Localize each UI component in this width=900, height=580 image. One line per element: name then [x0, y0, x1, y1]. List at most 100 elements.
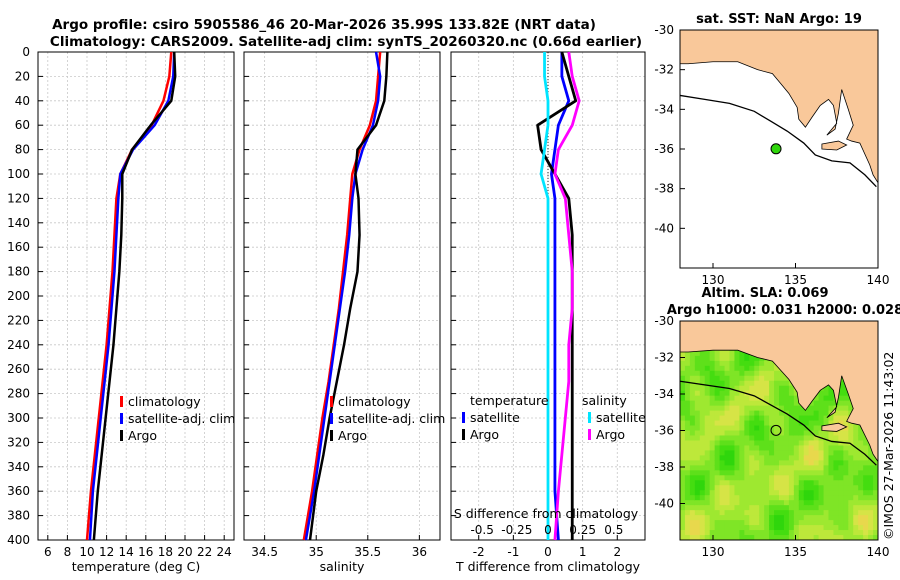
sla-cell	[729, 470, 736, 476]
sla-cell	[808, 460, 815, 466]
sla-cell	[813, 410, 820, 417]
sla-cell	[744, 420, 750, 427]
sla-cell	[754, 470, 760, 476]
sla-cell	[719, 430, 726, 437]
y-tick-label: 400	[7, 533, 30, 547]
sla-cell	[853, 535, 859, 540]
legend-swatch	[330, 413, 333, 424]
sla-cell	[818, 390, 825, 397]
sla-cell	[808, 455, 815, 461]
sla-cell	[823, 530, 830, 536]
sla-cell	[783, 455, 790, 461]
sla-cell	[734, 360, 740, 367]
sla-cell	[719, 425, 726, 432]
sla-cell	[774, 370, 780, 377]
sla-cell	[699, 355, 706, 362]
sla-cell	[680, 445, 686, 452]
sla-cell	[704, 360, 711, 367]
sla-cell	[719, 500, 726, 506]
sla-cell	[749, 430, 755, 437]
sla-cell	[714, 495, 721, 501]
sla-cell	[813, 510, 820, 516]
sla-cell	[739, 530, 745, 536]
sla-cell	[719, 515, 726, 521]
sla-cell	[798, 410, 805, 417]
sla-cell	[689, 440, 696, 447]
sla-cell	[729, 400, 736, 407]
sla-cell	[863, 500, 869, 506]
sla-cell	[779, 460, 785, 466]
sla-cell	[759, 380, 765, 387]
sla-cell	[694, 435, 701, 442]
sla-cell	[719, 405, 726, 412]
sla-cell	[729, 430, 736, 437]
sla-cell	[759, 445, 765, 452]
sla-cell	[724, 435, 731, 442]
sla-cell	[843, 500, 849, 506]
sla-cell	[798, 440, 805, 447]
sla-cell	[749, 425, 755, 432]
sla-cell	[774, 520, 780, 526]
sla-cell	[798, 475, 805, 481]
sla-cell	[734, 535, 740, 540]
sla-cell	[719, 490, 726, 496]
sla-cell	[838, 380, 844, 387]
sla-cell	[734, 365, 740, 372]
sla-cell	[843, 535, 849, 540]
sla-cell	[744, 375, 750, 382]
sla-cell	[774, 470, 780, 476]
sla-cell	[754, 510, 760, 516]
sla-cell	[724, 470, 731, 476]
sla-cell	[868, 460, 874, 466]
sla-cell	[823, 435, 830, 442]
sla-cell	[823, 405, 830, 412]
sla-cell	[764, 455, 770, 461]
sla-cell	[808, 430, 815, 437]
sla-cell	[843, 515, 849, 521]
sla-cell	[764, 485, 770, 491]
sla-cell	[754, 490, 760, 496]
sla-cell	[739, 420, 745, 427]
sla-cell	[818, 440, 825, 447]
sla-cell	[689, 375, 696, 382]
sla-cell	[843, 505, 849, 511]
sla-cell	[689, 430, 696, 437]
sla-cell	[714, 430, 721, 437]
sla-cell	[833, 530, 839, 536]
sla-cell	[764, 515, 770, 521]
sla-cell	[684, 440, 691, 447]
sla-cell	[714, 505, 721, 511]
sla-cell	[853, 425, 859, 432]
sla-cell	[719, 400, 726, 407]
sla-cell	[783, 415, 790, 422]
sla-cell	[793, 420, 800, 427]
sla-cell	[848, 455, 854, 461]
sla-cell	[680, 395, 686, 402]
sla-cell	[838, 390, 844, 397]
sla-cell	[769, 525, 775, 531]
sla-cell	[689, 510, 696, 516]
sla-cell	[783, 375, 790, 382]
sla-cell	[680, 500, 686, 506]
sla-cell	[788, 530, 795, 536]
sla-cell	[689, 385, 696, 392]
sla-cell	[704, 425, 711, 432]
sla-cell	[858, 510, 864, 516]
sla-cell	[680, 375, 686, 382]
sla-cell	[863, 510, 869, 516]
sla-cell	[769, 365, 775, 372]
sla-cell	[699, 485, 706, 491]
sla-cell	[774, 395, 780, 402]
sla-cell	[759, 465, 765, 471]
sla-cell	[744, 450, 750, 456]
sla-cell	[749, 395, 755, 402]
sla-cell	[774, 525, 780, 531]
sla-cell	[764, 380, 770, 387]
sla-cell	[853, 485, 859, 491]
sla-cell	[729, 460, 736, 466]
sla-cell	[739, 360, 745, 367]
sla-cell	[788, 400, 795, 407]
sla-cell	[803, 410, 810, 417]
sla-cell	[704, 355, 711, 362]
sla-cell	[788, 430, 795, 437]
